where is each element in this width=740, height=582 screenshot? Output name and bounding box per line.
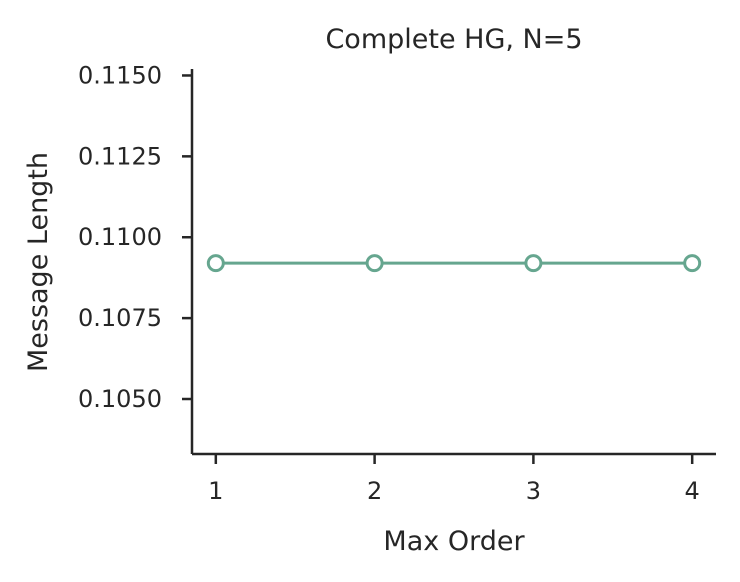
y-tick-label: 0.1150: [78, 61, 162, 89]
y-axis-label: Message Length: [23, 152, 54, 372]
y-ticks: 0.1050 0.1075 0.1100 0.1125 0.1150: [78, 61, 192, 413]
y-tick-label: 0.1125: [78, 142, 162, 170]
y-tick-label: 0.1075: [78, 304, 162, 332]
data-point: [683, 254, 702, 273]
chart-title: Complete HG, N=5: [325, 24, 582, 55]
x-axis-label: Max Order: [383, 526, 525, 557]
x-tick-label: 4: [685, 477, 700, 505]
y-tick-label: 0.1050: [78, 385, 162, 413]
data-point: [206, 254, 225, 273]
data-point: [524, 254, 543, 273]
x-tick-label: 2: [367, 477, 382, 505]
x-tick-label: 1: [208, 477, 223, 505]
y-tick-label: 0.1100: [78, 223, 162, 251]
data-point: [365, 254, 384, 273]
x-ticks: 1 2 3 4: [208, 454, 700, 505]
x-tick-label: 3: [526, 477, 541, 505]
series-group: [206, 254, 702, 273]
